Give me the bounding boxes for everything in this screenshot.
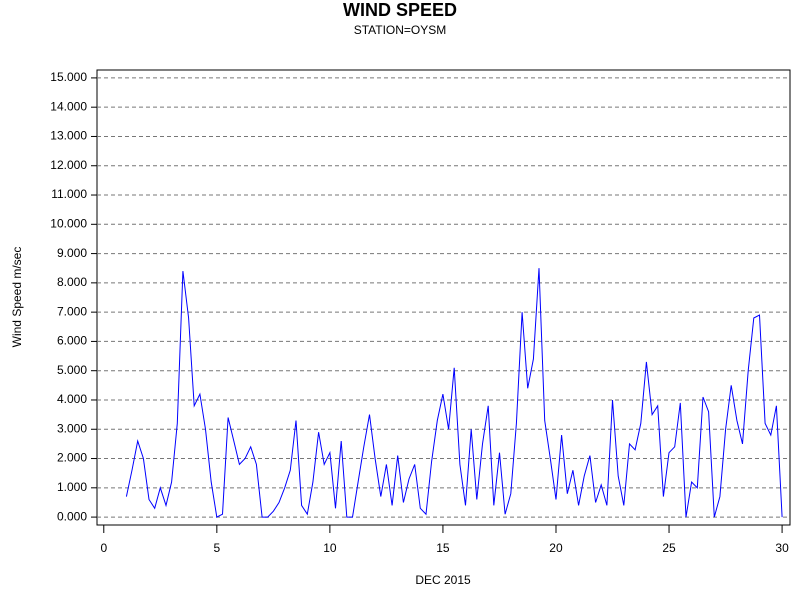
x-tick-label: 30 (775, 541, 789, 555)
data-line (125, 268, 783, 518)
y-tick-label: 5.000 (57, 363, 87, 377)
y-tick-label: 15.000 (50, 70, 87, 84)
chart-subtitle: STATION=OYSM (354, 23, 447, 37)
x-tick-label: 10 (323, 541, 337, 555)
y-tick-label: 9.000 (57, 246, 87, 260)
y-axis-label: Wind Speed m/sec (10, 247, 24, 348)
y-tick-label: 6.000 (57, 334, 87, 348)
y-tick-label: 13.000 (50, 129, 87, 143)
y-tick-label: 7.000 (57, 304, 87, 318)
y-tick-label: 2.000 (57, 451, 87, 465)
chart-title: WIND SPEED (343, 0, 457, 20)
x-tick-label: 15 (436, 541, 450, 555)
y-tick-label: 12.000 (50, 158, 87, 172)
y-tick-label: 1.000 (57, 480, 87, 494)
x-tick-label: 20 (549, 541, 563, 555)
x-tick-label: 0 (100, 541, 107, 555)
y-tick-label: 4.000 (57, 392, 87, 406)
y-tick-label: 10.000 (50, 216, 87, 230)
x-tick-label: 25 (662, 541, 676, 555)
y-tick-label: 14.000 (50, 99, 87, 113)
y-tick-label: 8.000 (57, 275, 87, 289)
x-axis-label: DEC 2015 (415, 573, 471, 587)
y-tick-label: 3.000 (57, 421, 87, 435)
y-tick-label: 11.000 (51, 187, 87, 201)
y-tick-label: 0.000 (57, 509, 87, 523)
x-tick-label: 5 (213, 541, 220, 555)
plot-frame (96, 69, 791, 526)
